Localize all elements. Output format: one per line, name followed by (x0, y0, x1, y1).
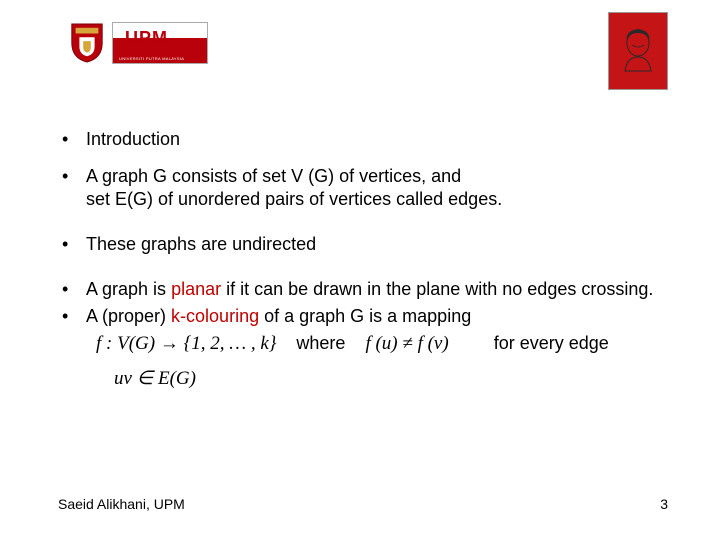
text-fragment: of a graph G is a mapping (259, 306, 471, 326)
math-inequality: f (u) ≠ f (v) (365, 332, 448, 356)
heading-introduction: Introduction (58, 128, 678, 151)
formula-row: f : V(G) → {1, 2, … , k} where f (u) ≠ f… (86, 332, 678, 356)
portrait-icon (608, 12, 668, 90)
text-fragment: A graph is (86, 279, 171, 299)
upm-wordmark-icon: UPM UNIVERSITI PUTRA MALAYSIA (112, 22, 208, 64)
highlight-kcolouring: k-colouring (171, 306, 259, 326)
heading-text: Introduction (86, 129, 180, 149)
text-forevery: for every edge (494, 333, 609, 353)
text-line: These graphs are undirected (86, 234, 316, 254)
text-fragment: A (proper) (86, 306, 171, 326)
text-fragment: if it can be drawn in the plane with no … (221, 279, 653, 299)
formula-uv-row: uv ∈ E(G) (114, 367, 678, 391)
upm-shield-icon (68, 22, 106, 64)
text-line: set E(G) of unordered pairs of vertices … (86, 189, 502, 209)
math-mapping: f : V(G) → {1, 2, … , k} (96, 332, 276, 356)
bullet-list: Introduction A graph G consists of set V… (58, 128, 678, 391)
slide: UPM UNIVERSITI PUTRA MALAYSIA Introducti… (0, 0, 720, 540)
bullet-kcolouring: A (proper) k-colouring of a graph G is a… (58, 305, 678, 391)
bullet-planar: A graph is planar if it can be drawn in … (58, 278, 678, 301)
math-uv: uv ∈ E(G) (114, 368, 196, 389)
upm-logo-subtext: UNIVERSITI PUTRA MALAYSIA (119, 56, 184, 61)
logo-block: UPM UNIVERSITI PUTRA MALAYSIA (68, 22, 208, 64)
bullet-graph-definition: A graph G consists of set V (G) of verti… (58, 165, 678, 211)
footer-author: Saeid Alikhani, UPM (58, 496, 185, 512)
text-line: A graph G consists of set V (G) of verti… (86, 166, 461, 186)
footer-page-number: 3 (660, 496, 668, 512)
bullet-undirected: These graphs are undirected (58, 233, 678, 256)
highlight-planar: planar (171, 279, 221, 299)
content-area: Introduction A graph G consists of set V… (58, 128, 678, 405)
text-where: where (296, 333, 345, 353)
upm-logo-text: UPM (125, 28, 168, 49)
footer: Saeid Alikhani, UPM 3 (58, 496, 668, 512)
